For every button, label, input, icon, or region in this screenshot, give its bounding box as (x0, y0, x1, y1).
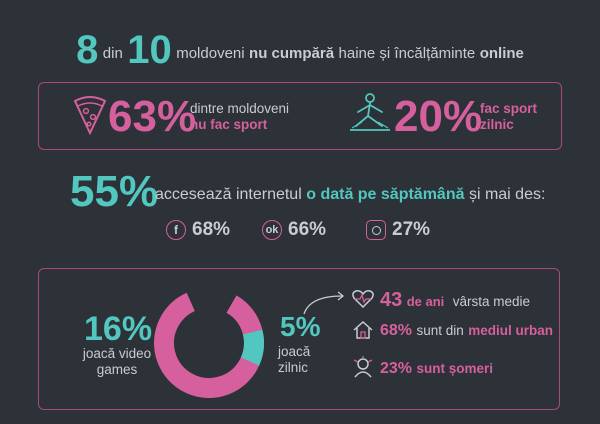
games-daily-text: joacă zilnic (278, 344, 310, 376)
headline-text-a: moldoveni (176, 45, 245, 62)
curved-arrow-icon (303, 291, 345, 315)
games-donut (154, 288, 264, 398)
heart-pulse-icon (352, 290, 374, 308)
headline-din: din (102, 45, 123, 62)
games-daily-line2: zilnic (278, 360, 309, 375)
facebook-icon: f (166, 220, 186, 240)
sport-box (38, 82, 562, 150)
games-line2: games (96, 362, 138, 377)
games-daily-line1: joacă (278, 344, 311, 359)
sport-right-line2: zilnic (480, 117, 514, 132)
games-text: joacă video games (72, 346, 162, 378)
headline-text-c: haine și încălțăminte (338, 45, 476, 62)
internet-text: accesează internetul o dată pe săptămână… (155, 186, 545, 204)
social-odnoklassniki: ok 66% (262, 219, 326, 241)
fact-urban-text-bold: mediul urban (468, 323, 553, 338)
games-value: 16% (84, 310, 153, 348)
facebook-value: 68% (192, 219, 231, 240)
sport-right-text: fac sport zilnic (480, 101, 537, 133)
sport-left-value: 63% (108, 92, 197, 141)
internet-text-c: și mai des: (468, 186, 546, 203)
stress-icon (353, 356, 373, 378)
fact-age-text: vârsta medie (452, 294, 531, 309)
fact-age-value: 43 (380, 289, 403, 311)
fact-urban-value: 68% (380, 322, 413, 339)
fact-unemployed-value: 23% (380, 360, 413, 377)
instagram-value: 27% (392, 219, 431, 240)
fact-urban: 68% sunt din mediul urban (380, 322, 553, 340)
instagram-icon (366, 220, 386, 240)
pizza-icon (73, 96, 107, 136)
games-daily-value: 5% (280, 311, 321, 342)
sport-left-text: dintre moldoveni nu fac sport (190, 101, 289, 133)
sport-left-line2: nu fac sport (190, 117, 268, 132)
internet-value: 55% (70, 167, 159, 216)
odnoklassniki-icon: ok (262, 220, 282, 240)
headline-num2: 10 (127, 28, 172, 72)
fact-unemployed: 23% sunt șomeri (380, 360, 493, 378)
fact-urban-text: sunt din (416, 323, 464, 338)
headline-text-b: nu cumpără (249, 45, 335, 62)
fact-age: 43 de ani vârsta medie (380, 289, 530, 312)
games-line1: joacă video (82, 346, 152, 361)
house-icon (353, 320, 373, 339)
sport-right-value: 20% (394, 92, 483, 141)
yoga-icon (350, 93, 390, 131)
headline: 8 din 10 moldoveni nu cumpără haine și î… (0, 28, 600, 73)
fact-unemployed-text: sunt șomeri (416, 361, 494, 376)
social-instagram: 27% (366, 219, 430, 241)
headline-num1: 8 (76, 28, 99, 72)
fact-age-unit: de ani (406, 294, 445, 309)
sport-right-line1: fac sport (480, 101, 538, 116)
sport-left-line1: dintre moldoveni (190, 101, 290, 116)
internet-text-a: accesează internetul (155, 186, 302, 203)
odnoklassniki-value: 66% (288, 219, 327, 240)
games-box (38, 268, 560, 410)
internet-text-b: o dată pe săptămână (306, 186, 465, 203)
headline-text-d: online (479, 45, 524, 62)
social-facebook: f 68% (166, 219, 230, 241)
